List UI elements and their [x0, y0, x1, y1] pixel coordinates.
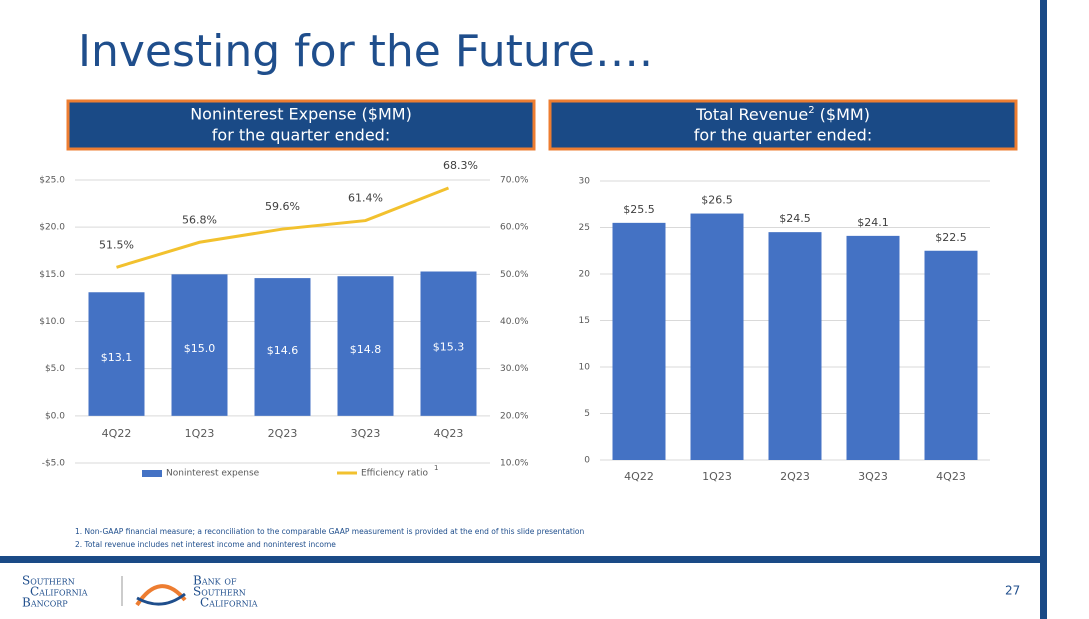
data-label: $24.5: [779, 212, 811, 225]
data-label: 68.3%: [443, 159, 478, 172]
x-tick-label: 4Q22: [102, 427, 132, 440]
y-tick-label: $15.0: [39, 270, 65, 280]
data-label: 59.6%: [265, 200, 300, 213]
logo-text: Southern: [22, 574, 75, 588]
x-tick-label: 4Q23: [434, 427, 464, 440]
data-label: $15.3: [433, 341, 465, 354]
y2-tick-label: 60.0%: [500, 223, 529, 233]
y2-tick-label: 30.0%: [500, 364, 529, 374]
bottom-bar: [0, 556, 1047, 563]
data-label: $15.0: [184, 342, 216, 355]
logo-text: California: [200, 596, 258, 610]
y-tick-label: -$5.0: [42, 459, 66, 469]
bar: [846, 235, 900, 460]
y-tick-label: $5.0: [45, 364, 65, 374]
legend-label: Noninterest expense: [166, 469, 260, 479]
x-tick-label: 3Q23: [858, 470, 888, 483]
x-tick-label: 4Q22: [624, 470, 654, 483]
y2-tick-label: 10.0%: [500, 459, 529, 469]
logo-icon: [136, 592, 186, 606]
bar: [88, 292, 145, 416]
y-tick-label: 10: [579, 363, 591, 373]
title-text: Total Revenue: [695, 105, 808, 124]
y2-tick-label: 50.0%: [500, 270, 529, 280]
logo-text: Bancorp: [22, 596, 68, 610]
bar: [690, 213, 744, 460]
data-label: $14.6: [267, 344, 299, 357]
title-sup: 2: [808, 105, 814, 116]
bar: [254, 278, 311, 416]
data-label: 61.4%: [348, 192, 383, 205]
y-tick-label: $0.0: [45, 411, 65, 421]
chart-title: Total Revenue2 ($MM): [695, 105, 870, 124]
x-tick-label: 4Q23: [936, 470, 966, 483]
data-label: $14.8: [350, 343, 382, 356]
legend-swatch: [142, 470, 162, 477]
footnote: 1. Non-GAAP financial measure; a reconci…: [75, 527, 585, 536]
data-label: $26.5: [701, 194, 733, 207]
logo-text: Southern: [193, 585, 246, 599]
y-tick-label: $25.0: [39, 176, 65, 186]
y-tick-label: $20.0: [39, 223, 65, 233]
chart-subtitle: for the quarter ended:: [694, 126, 872, 145]
panel-header: [66, 99, 536, 151]
data-label: 51.5%: [99, 238, 134, 251]
x-tick-label: 1Q23: [702, 470, 732, 483]
chart-subtitle: for the quarter ended:: [212, 126, 390, 145]
y-tick-label: 30: [579, 177, 591, 187]
legend-label: Efficiency ratio: [361, 469, 428, 479]
data-label: 56.8%: [182, 213, 217, 226]
bar: [337, 276, 394, 416]
y-tick-label: 15: [579, 316, 590, 326]
x-tick-label: 1Q23: [185, 427, 215, 440]
y-tick-label: $10.0: [39, 317, 65, 327]
y-tick-label: 5: [584, 409, 590, 419]
legend-sup: 1: [434, 464, 438, 472]
slide-title: Investing for the Future….: [78, 26, 653, 77]
panel-header: [548, 99, 1018, 151]
x-tick-label: 2Q23: [780, 470, 810, 483]
bar: [612, 222, 666, 460]
chart-title: Noninterest Expense ($MM): [190, 105, 412, 124]
bar: [171, 274, 228, 416]
data-label: $13.1: [101, 351, 133, 364]
data-label: $24.1: [857, 216, 889, 229]
y2-tick-label: 40.0%: [500, 317, 529, 327]
y-tick-label: 25: [579, 223, 590, 233]
y-tick-label: 0: [584, 456, 590, 466]
line: [116, 186, 450, 269]
bar: [924, 250, 978, 460]
footnote: 2. Total revenue includes net interest i…: [75, 540, 336, 549]
y-tick-label: 20: [579, 270, 591, 280]
bar: [768, 232, 822, 460]
y2-tick-label: 20.0%: [500, 411, 529, 421]
bar: [420, 271, 477, 416]
logo-text: Bank of: [193, 574, 237, 588]
x-tick-label: 2Q23: [268, 427, 298, 440]
y2-tick-label: 70.0%: [500, 176, 529, 186]
data-label: $22.5: [935, 231, 967, 244]
side-bar: [1040, 0, 1047, 619]
title-suffix: ($MM): [815, 105, 870, 124]
logo-text: California: [30, 585, 88, 599]
data-label: $25.5: [623, 203, 655, 216]
x-tick-label: 3Q23: [351, 427, 381, 440]
page-number: 27: [1005, 584, 1020, 598]
